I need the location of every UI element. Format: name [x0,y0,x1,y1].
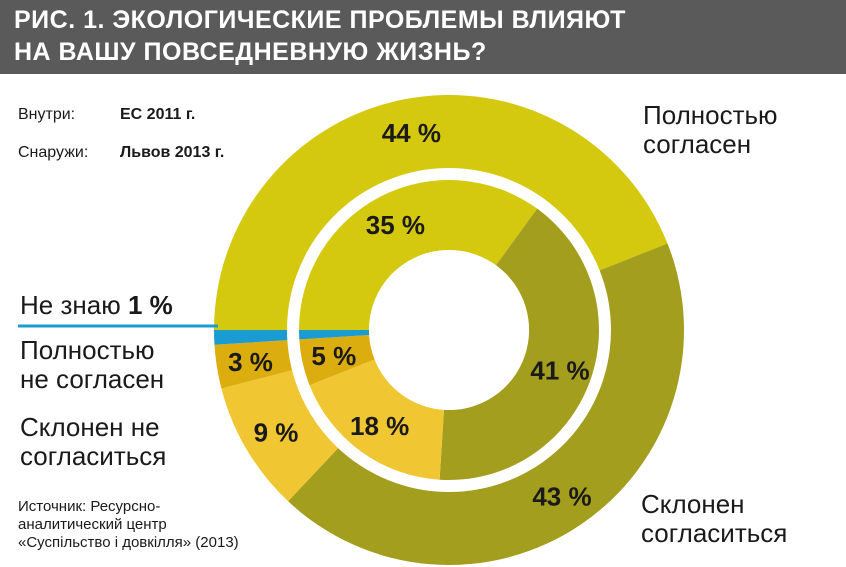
label-dont-know: Не знаю 1 % [20,291,173,320]
label-fully-disagree: Полностью не согласен [20,336,164,394]
outer-ring-label-fully-agree: 44 % [382,118,441,148]
label-fully-disagree-line-2: не согласен [20,364,165,394]
inner-ring-label-tend-disagree: 18 % [350,411,409,441]
chart-title-bar: РИС. 1. ЭКОЛОГИЧЕСКИЕ ПРОБЛЕМЫ ВЛИЯЮТ НА… [0,0,846,74]
outer-ring-slice-fully-agree [214,94,668,330]
label-tend-disagree-line-2: согласиться [20,441,167,471]
outer-ring-slice-fully-disagree [214,340,293,389]
outer-ring-slice-tend-disagree [221,370,339,502]
label-dont-know-value: 1 % [127,290,173,320]
inner-ring-legend-label: Внутри: [18,106,76,123]
label-fully-agree-line-1: Полностью [643,100,778,130]
inner-ring-legend-value: ЕС 2011 г. [120,106,196,123]
outer-ring-slice-dont-know [214,330,288,345]
chart-title-line-2: НА ВАШУ ПОВСЕДНЕВНУЮ ЖИЗНЬ? [14,38,487,66]
label-fully-disagree-line-1: Полностью [20,335,155,365]
outer-ring-label-tend-agree: 43 % [532,482,591,512]
label-fully-agree-line-2: согласен [643,129,752,159]
label-tend-disagree: Склонен не согласиться [20,413,166,471]
outer-ring-legend-label: Снаружи: [18,144,89,161]
outer-ring-slice-tend-agree [288,243,684,565]
label-dont-know-text: Не знаю [20,290,121,320]
inner-ring-slice-fully-disagree [299,335,375,386]
outer-ring-legend: Снаружи: Львов 2013 г. [18,144,224,162]
label-fully-agree: Полностью согласен [643,101,778,159]
source-line-2: аналитический центр [18,516,167,533]
inner-ring-slice-dont-know [299,330,370,340]
chart-title-line-1: РИС. 1. ЭКОЛОГИЧЕСКИЕ ПРОБЛЕМЫ ВЛИЯЮТ [14,6,626,34]
source-line-1: Источник: Ресурсно- [18,498,161,515]
donut-hole [369,250,529,410]
label-tend-agree-line-1: Склонен [641,489,745,519]
source-line-3: «Суспільство і довкілля» (2013) [18,534,239,551]
inner-ring-label-tend-agree: 41 % [530,355,589,385]
inner-ring-slice-fully-agree [299,179,538,330]
outer-ring-legend-value: Львов 2013 г. [120,144,225,161]
label-tend-agree-line-2: согласиться [641,518,788,548]
label-tend-disagree-line-1: Склонен не [20,412,160,442]
inner-ring-label-fully-disagree: 5 % [311,341,356,371]
inner-ring-slice-tend-disagree [309,359,444,480]
inner-ring-legend: Внутри: ЕС 2011 г. [18,106,195,124]
inner-ring-label-fully-agree: 35 % [366,210,425,240]
inner-ring-slice-tend-agree [439,208,600,480]
source-note: Источник: Ресурсно- аналитический центр … [18,498,239,552]
label-tend-agree: Склонен согласиться [641,490,787,548]
outer-ring-label-fully-disagree: 3 % [228,347,273,377]
outer-ring-label-tend-disagree: 9 % [254,418,299,448]
